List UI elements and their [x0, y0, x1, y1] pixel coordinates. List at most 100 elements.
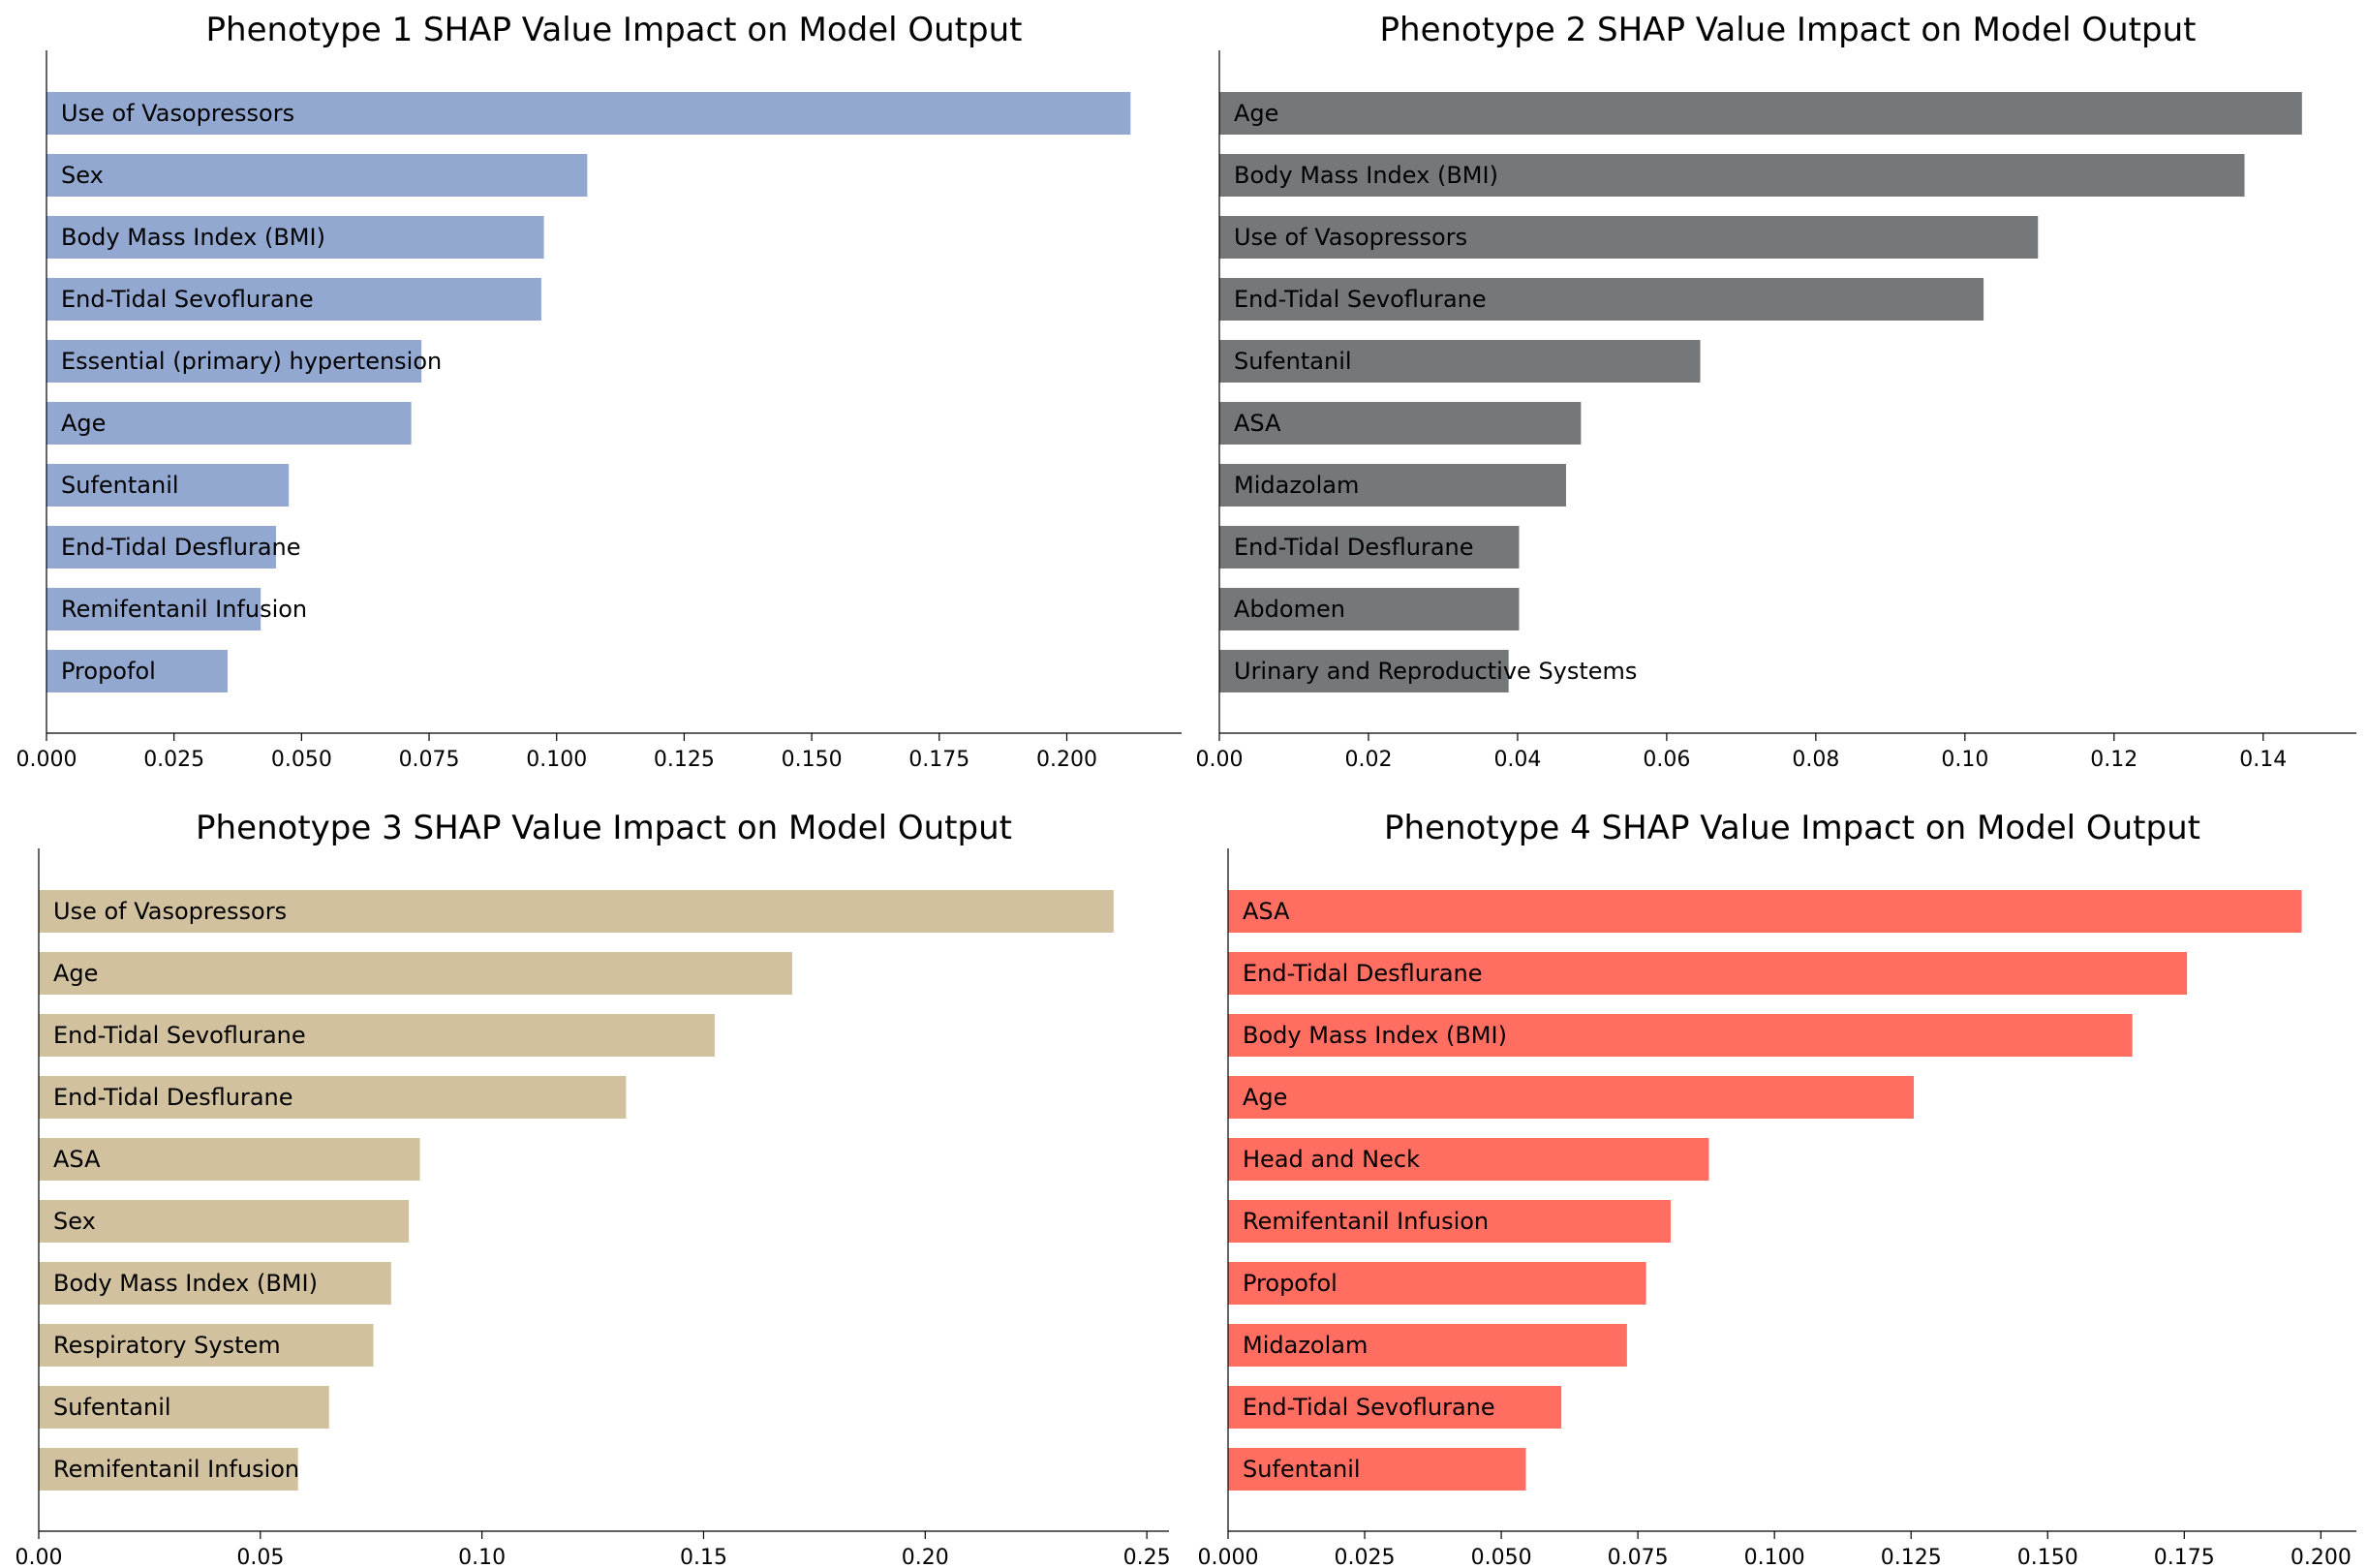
bar-label: End-Tidal Desflurane — [1243, 960, 1483, 987]
bar-label: Sufentanil — [53, 1394, 171, 1421]
chart-panel-3: Phenotype 3 SHAP Value Impact on Model O… — [15, 809, 1171, 1568]
bar — [1219, 154, 2245, 197]
bar — [46, 154, 588, 197]
x-tick-label: 0.150 — [2017, 1546, 2078, 1568]
x-tick-label: 0.14 — [2239, 748, 2287, 772]
bar — [1228, 1324, 1627, 1367]
x-tick-label: 0.200 — [2291, 1546, 2352, 1568]
x-tick-label: 0.10 — [1941, 748, 1988, 772]
bar — [46, 526, 277, 569]
bar — [46, 588, 261, 630]
bar-label: Urinary and Reproductive Systems — [1234, 658, 1637, 685]
bar-label: Sufentanil — [61, 472, 179, 499]
bar — [39, 1138, 420, 1181]
bar-label: ASA — [53, 1146, 101, 1173]
bar-label: Sex — [61, 162, 104, 189]
bar — [1228, 1076, 1915, 1119]
bar — [46, 464, 290, 507]
bar-label: Sufentanil — [1234, 348, 1352, 375]
chart-panel-2: Phenotype 2 SHAP Value Impact on Model O… — [1196, 11, 2356, 772]
bar — [46, 278, 541, 321]
chart-title: Phenotype 3 SHAP Value Impact on Model O… — [196, 809, 1012, 847]
bar — [39, 1262, 391, 1305]
bar-label: End-Tidal Sevoflurane — [1243, 1394, 1495, 1421]
x-tick-label: 0.06 — [1643, 748, 1690, 772]
bar — [46, 92, 1131, 135]
bar — [46, 650, 228, 692]
x-tick-label: 0.150 — [782, 748, 843, 772]
bar-label: Propofol — [1243, 1270, 1338, 1297]
bar — [39, 952, 792, 995]
bar-label: Midazolam — [1243, 1332, 1368, 1359]
x-tick-label: 0.08 — [1792, 748, 1839, 772]
bar-label: End-Tidal Sevoflurane — [1234, 286, 1487, 313]
x-tick-label: 0.04 — [1493, 748, 1541, 772]
bar-label: Body Mass Index (BMI) — [61, 224, 325, 251]
x-tick-label: 0.125 — [1881, 1546, 1942, 1568]
x-tick-label: 0.125 — [654, 748, 715, 772]
bar — [1219, 340, 1701, 383]
x-tick-label: 0.000 — [1198, 1546, 1259, 1568]
bar — [1228, 1262, 1646, 1305]
bar — [39, 1200, 410, 1243]
x-tick-label: 0.050 — [1471, 1546, 1532, 1568]
bar — [1219, 92, 2302, 135]
bar-label: End-Tidal Sevoflurane — [53, 1022, 306, 1049]
bar — [1228, 952, 2188, 995]
bar-label: ASA — [1234, 410, 1281, 437]
bar-label: Propofol — [61, 658, 156, 685]
x-tick-label: 0.00 — [15, 1546, 63, 1568]
x-tick-label: 0.20 — [902, 1546, 949, 1568]
x-tick-label: 0.025 — [143, 748, 204, 772]
bar — [39, 890, 1114, 933]
bar-label: Age — [1243, 1084, 1287, 1111]
bar — [1228, 1448, 1526, 1491]
bar-label: Body Mass Index (BMI) — [1234, 162, 1498, 189]
bar-label: Sex — [53, 1208, 96, 1235]
bar — [39, 1324, 374, 1367]
bar-label: Remifentanil Infusion — [61, 596, 307, 623]
x-tick-label: 0.100 — [526, 748, 587, 772]
x-tick-label: 0.12 — [2090, 748, 2137, 772]
bar-label: Use of Vasopressors — [61, 100, 294, 127]
x-tick-label: 0.075 — [399, 748, 460, 772]
bar — [1228, 1014, 2133, 1057]
chart-title: Phenotype 4 SHAP Value Impact on Model O… — [1384, 809, 2200, 847]
bar-label: Head and Neck — [1243, 1146, 1420, 1173]
bar-label: Use of Vasopressors — [1234, 224, 1467, 251]
chart-title: Phenotype 1 SHAP Value Impact on Model O… — [206, 11, 1023, 49]
x-tick-label: 0.050 — [271, 748, 332, 772]
x-tick-label: 0.000 — [16, 748, 77, 772]
bar — [1219, 526, 1520, 569]
bar-label: End-Tidal Desflurane — [53, 1084, 293, 1111]
bar — [1219, 216, 2039, 259]
bar-label: Use of Vasopressors — [53, 898, 287, 925]
bar-label: Body Mass Index (BMI) — [1243, 1022, 1507, 1049]
bar-label: End-Tidal Desflurane — [1234, 534, 1474, 561]
bar-label: Respiratory System — [53, 1332, 281, 1359]
bar-label: Age — [1234, 100, 1278, 127]
bar-label: Midazolam — [1234, 472, 1359, 499]
bar-label: Sufentanil — [1243, 1456, 1361, 1483]
bar — [1219, 278, 1984, 321]
x-tick-label: 0.10 — [458, 1546, 506, 1568]
bar — [46, 340, 422, 383]
bar-label: Age — [61, 410, 106, 437]
x-tick-label: 0.075 — [1608, 1546, 1669, 1568]
bar — [1228, 890, 2302, 933]
x-tick-label: 0.175 — [2154, 1546, 2215, 1568]
x-tick-label: 0.05 — [236, 1546, 284, 1568]
bar — [1219, 464, 1566, 507]
bar — [1219, 650, 1509, 692]
x-tick-label: 0.25 — [1123, 1546, 1171, 1568]
bar — [1219, 402, 1582, 445]
bar-label: Age — [53, 960, 98, 987]
bar-label: ASA — [1243, 898, 1290, 925]
x-tick-label: 0.15 — [680, 1546, 727, 1568]
x-tick-label: 0.025 — [1335, 1546, 1396, 1568]
bar — [39, 1014, 715, 1057]
chart-title: Phenotype 2 SHAP Value Impact on Model O… — [1380, 11, 2197, 49]
chart-panel-4: Phenotype 4 SHAP Value Impact on Model O… — [1198, 809, 2356, 1568]
x-tick-label: 0.02 — [1344, 748, 1392, 772]
bar-label: Remifentanil Infusion — [1243, 1208, 1489, 1235]
